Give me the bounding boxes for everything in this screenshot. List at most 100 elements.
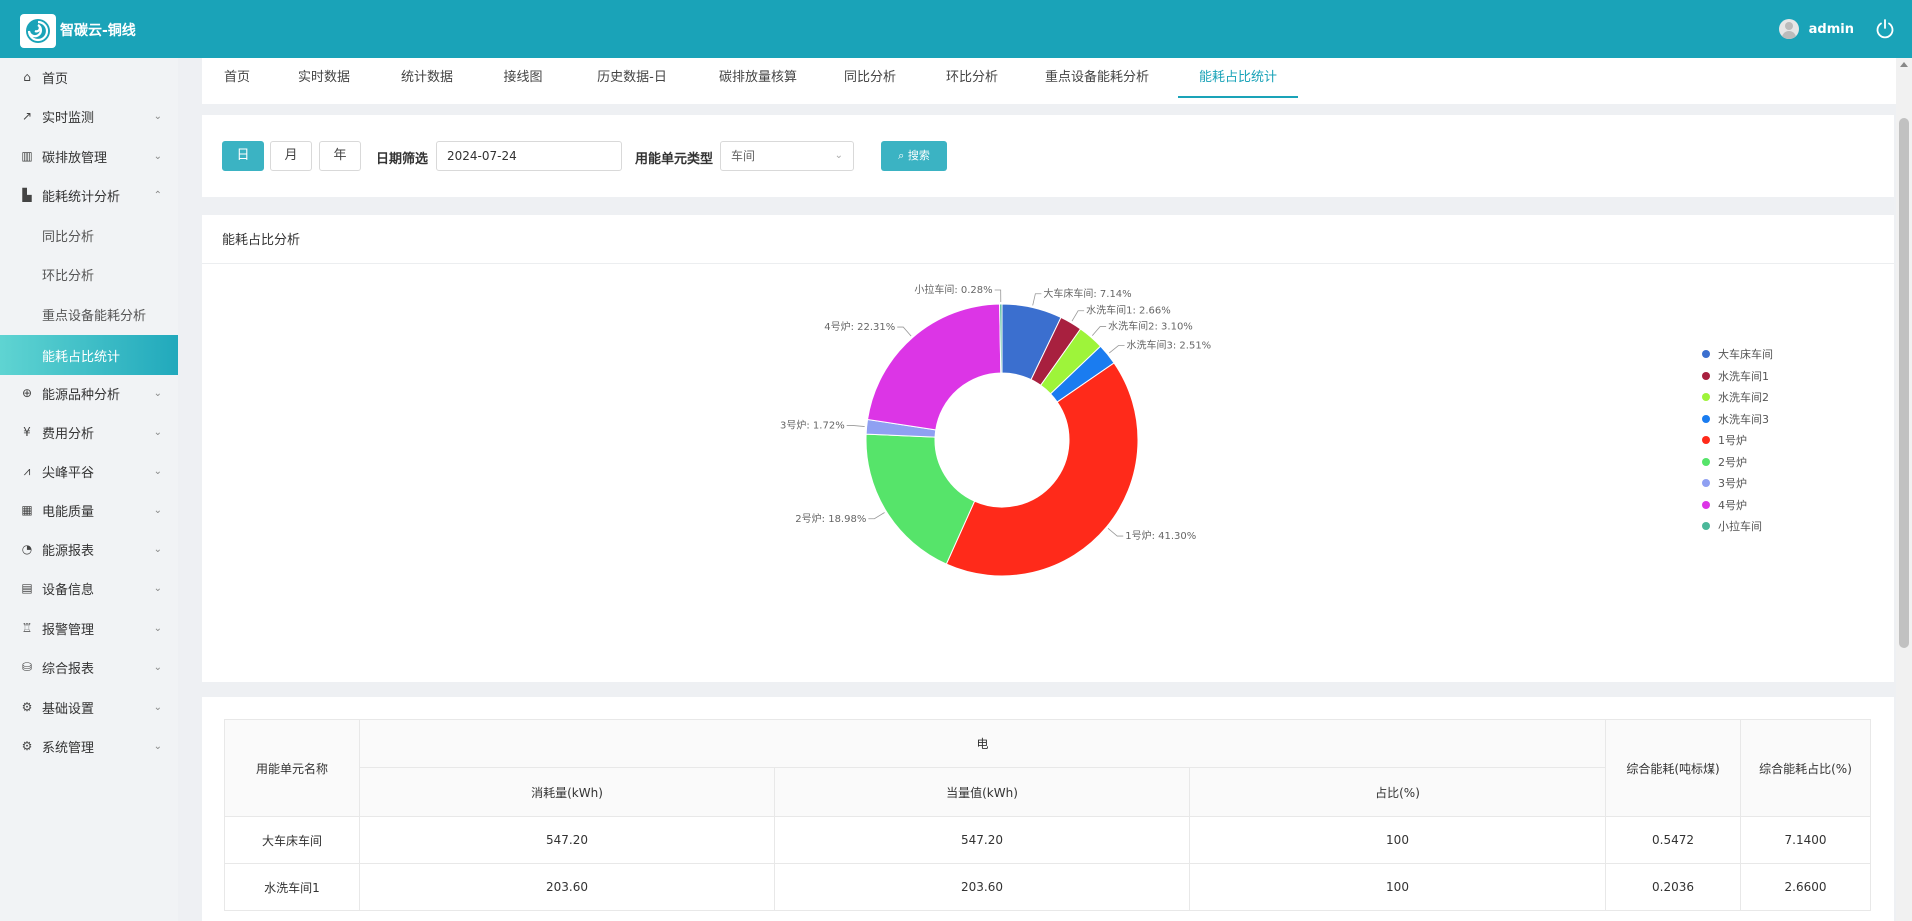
scroll-up-icon[interactable] <box>1900 62 1908 67</box>
sidebar-item-power-quality[interactable]: ▦ 电能质量 ⌄ <box>0 491 178 529</box>
table-cell: 2.6600 <box>1740 863 1871 911</box>
chevron-down-icon: ⌄ <box>153 740 162 752</box>
sidebar-item-energy-types[interactable]: ⊕ 能源品种分析 ⌄ <box>0 374 178 412</box>
sidebar-item-summary-report[interactable]: ⛁ 综合报表 ⌄ <box>0 648 178 686</box>
sidebar-item-cost[interactable]: ¥ 费用分析 ⌄ <box>0 413 178 451</box>
pie-slice[interactable] <box>945 362 1139 577</box>
sidebar-subitem-label: 重点设备能耗分析 <box>42 308 147 324</box>
period-year-button[interactable]: 年 <box>319 141 361 171</box>
table-cell: 7.1400 <box>1740 816 1871 864</box>
sidebar-item-label: 费用分析 <box>42 426 95 442</box>
trend-icon: ↗ <box>21 109 33 123</box>
sidebar-subitem-mom[interactable]: 环比分析 <box>0 254 178 294</box>
tab-stats[interactable]: 统计数据 <box>400 70 453 85</box>
label-leader-line <box>994 289 1002 303</box>
search-button[interactable]: ⌕ 搜索 <box>881 141 947 171</box>
slice-label: 水洗车间3: 2.51% <box>1127 339 1212 352</box>
power-icon[interactable] <box>1874 18 1896 40</box>
sidebar-item-realtime[interactable]: ↗ 实时监测 ⌄ <box>0 97 178 135</box>
sidebar-subitem-yoy[interactable]: 同比分析 <box>0 215 178 255</box>
sidebar-item-carbon[interactable]: ▥ 碳排放管理 ⌄ <box>0 137 178 175</box>
legend-item[interactable]: 3号炉 <box>1702 476 1747 490</box>
tab-mom[interactable]: 环比分析 <box>945 70 998 85</box>
sidebar-item-label: 系统管理 <box>42 740 95 756</box>
legend-item[interactable]: 水洗车间1 <box>1702 369 1769 383</box>
legend-item[interactable]: 水洗车间2 <box>1702 390 1769 404</box>
chevron-down-icon: ⌄ <box>153 543 162 555</box>
table-cell: 0.2036 <box>1605 863 1741 911</box>
period-day-button[interactable]: 日 <box>222 141 264 171</box>
legend-item[interactable]: 水洗车间3 <box>1702 412 1769 426</box>
legend-item[interactable]: 1号炉 <box>1702 433 1747 447</box>
tab-energy-share[interactable]: 能耗占比统计 <box>1178 58 1298 104</box>
sidebar-subitem-key-equipment[interactable]: 重点设备能耗分析 <box>0 294 178 334</box>
table-cell: 547.20 <box>359 816 775 864</box>
sidebar: ⌂ 首页 ↗ 实时监测 ⌄ ▥ 碳排放管理 ⌄ ▙ 能耗统计分析 ⌃ 同比分析 … <box>0 58 178 921</box>
legend-marker <box>1702 436 1710 444</box>
table-cell: 大车床车间 <box>224 816 360 864</box>
pie-slice[interactable] <box>865 433 976 565</box>
legend-marker <box>1702 414 1710 423</box>
filter-panel: 日 月 年 日期筛选 2024-07-24 用能单元类型 车间 ⌄ ⌕ 搜索 <box>202 115 1894 197</box>
sidebar-subitem-share[interactable]: 能耗占比统计 <box>0 335 178 375</box>
chevron-down-icon: ⌄ <box>153 661 162 673</box>
pie-slice[interactable] <box>866 303 1002 431</box>
pie-icon: ◔ <box>21 542 33 556</box>
sidebar-item-basic-settings[interactable]: ⚙ 基础设置 ⌄ <box>0 688 178 726</box>
label-leader-line <box>897 326 912 337</box>
user-menu[interactable]: admin <box>1778 19 1854 39</box>
chevron-down-icon: ⌄ <box>153 582 162 594</box>
slice-label: 水洗车间2: 3.10% <box>1108 320 1193 333</box>
chevron-down-icon: ⌄ <box>153 622 162 634</box>
legend-item[interactable]: 2号炉 <box>1702 455 1747 469</box>
legend-item[interactable]: 大车床车间 <box>1702 347 1773 361</box>
sidebar-item-label: 基础设置 <box>42 701 95 717</box>
period-month-button[interactable]: 月 <box>270 141 312 171</box>
sidebar-item-peak[interactable]: ⩘ 尖峰平谷 ⌄ <box>0 452 178 490</box>
legend-label: 水洗车间2 <box>1718 391 1769 404</box>
search-button-label: 搜索 <box>907 149 930 162</box>
tab-home[interactable]: 首页 <box>223 70 250 85</box>
chart-panel: 能耗占比分析 大车床车间: 7.14% 水洗车间1: 2.66% 水洗车间2: 3.… <box>202 215 1894 682</box>
table-cell: 547.20 <box>774 816 1190 864</box>
legend-marker <box>1702 500 1710 509</box>
legend-marker <box>1702 522 1710 530</box>
sidebar-item-devices[interactable]: ▤ 设备信息 ⌄ <box>0 569 178 607</box>
app-title: 智碳云-铜线 <box>60 23 136 39</box>
chevron-down-icon: ⌄ <box>153 465 162 477</box>
col-total-energy: 综合能耗(吨标煤) <box>1605 719 1741 817</box>
pie-slice[interactable] <box>999 303 1003 374</box>
unit-type-select[interactable]: 车间 ⌄ <box>720 141 854 171</box>
app-logo[interactable] <box>20 14 56 48</box>
sidebar-item-energy-report[interactable]: ◔ 能源报表 ⌄ <box>0 530 178 568</box>
scrollbar-thumb[interactable] <box>1899 118 1909 648</box>
legend-marker <box>1702 350 1710 358</box>
slice-label: 2号炉: 18.98% <box>795 513 866 525</box>
legend-marker <box>1702 479 1710 487</box>
tab-history-day[interactable]: 历史数据-日 <box>597 70 667 85</box>
sidebar-item-home[interactable]: ⌂ 首页 <box>0 58 178 96</box>
sidebar-item-system[interactable]: ⚙ 系统管理 ⌄ <box>0 727 178 765</box>
label-leader-line <box>1032 293 1042 306</box>
legend-label: 4号炉 <box>1718 498 1747 512</box>
settings-icon: ⚙ <box>21 700 33 714</box>
sidebar-item-alarm[interactable]: ♖ 报警管理 ⌄ <box>0 609 178 647</box>
legend-label: 水洗车间3 <box>1718 412 1769 426</box>
tab-wiring[interactable]: 接线图 <box>503 70 543 85</box>
tab-yoy[interactable]: 同比分析 <box>843 70 896 85</box>
unit-type-label: 用能单元类型 <box>635 152 714 167</box>
col-total-ratio: 综合能耗占比(%) <box>1740 719 1871 817</box>
tab-realtime[interactable]: 实时数据 <box>297 70 350 85</box>
col-unit-name: 用能单元名称 <box>224 719 360 817</box>
tab-carbon-calc[interactable]: 碳排放量核算 <box>718 70 797 85</box>
system-icon: ⚙ <box>21 739 33 753</box>
legend-item[interactable]: 小拉车间 <box>1702 519 1762 533</box>
sidebar-item-label: 碳排放管理 <box>42 150 108 166</box>
sidebar-item-energy-stats[interactable]: ▙ 能耗统计分析 ⌃ <box>0 176 178 214</box>
legend-item[interactable]: 4号炉 <box>1702 498 1747 512</box>
bar-chart-icon: ▥ <box>21 149 33 163</box>
table-cell: 水洗车间1 <box>224 863 360 911</box>
legend-label: 水洗车间1 <box>1718 369 1769 383</box>
date-input[interactable]: 2024-07-24 <box>436 141 622 171</box>
tab-key-equipment[interactable]: 重点设备能耗分析 <box>1044 70 1149 85</box>
